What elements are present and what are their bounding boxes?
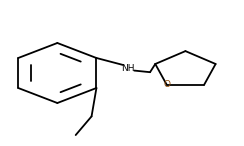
Text: NH: NH	[121, 64, 135, 73]
Text: O: O	[163, 80, 170, 88]
